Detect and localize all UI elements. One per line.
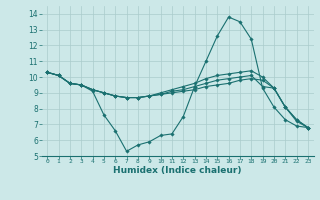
X-axis label: Humidex (Indice chaleur): Humidex (Indice chaleur) <box>113 166 242 175</box>
